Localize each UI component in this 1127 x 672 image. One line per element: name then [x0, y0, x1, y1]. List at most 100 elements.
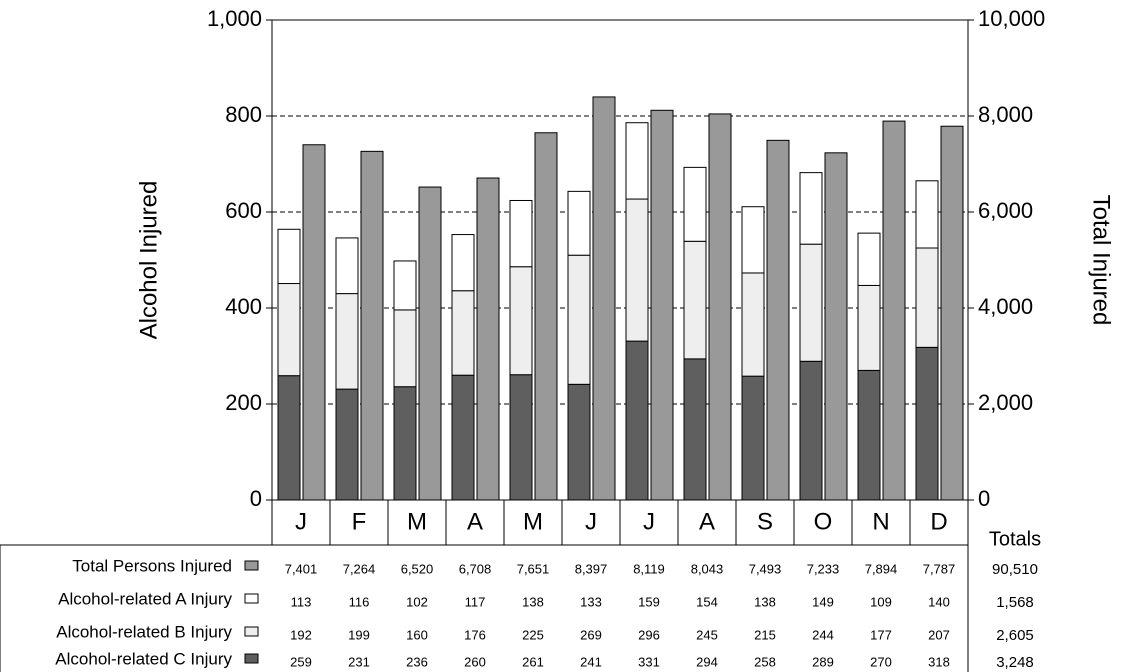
y2-tick-label: 10,000: [978, 6, 1045, 31]
table-value: 159: [638, 594, 660, 609]
bar-segment: [509, 266, 533, 376]
x-tick-label: M: [407, 508, 427, 535]
y2-tick-label: 6,000: [978, 198, 1033, 223]
legend-swatch: [244, 626, 259, 637]
y2-axis-label: Total Injured: [1088, 195, 1115, 326]
bar-segment: [857, 369, 881, 501]
table-value: 260: [464, 654, 486, 669]
legend-label: Total Persons Injured: [72, 556, 232, 575]
x-tick-label: O: [814, 508, 833, 535]
bar-segment: [393, 386, 417, 501]
table-value: 296: [638, 627, 660, 642]
x-tick-label: J: [643, 508, 655, 535]
table-value: 138: [754, 594, 776, 609]
table-value: 8,119: [633, 561, 665, 576]
x-tick-label: A: [467, 508, 483, 535]
bar-segment: [335, 237, 359, 295]
table-value: 149: [812, 594, 834, 609]
table-value: 8,043: [691, 561, 724, 576]
bar-segment: [625, 198, 649, 342]
bar-segment: [451, 234, 475, 292]
table-value: 113: [291, 594, 312, 609]
bar: [708, 113, 732, 501]
y-tick-label: 0: [250, 486, 262, 511]
table-value: 244: [812, 627, 834, 642]
bar-segment: [509, 374, 533, 501]
x-tick-label: A: [699, 508, 715, 535]
table-value: 7,651: [517, 561, 550, 576]
table-value: 6,708: [459, 561, 492, 576]
x-tick-label: S: [757, 508, 773, 535]
table-value: 7,894: [865, 561, 898, 576]
bar: [534, 132, 558, 501]
table-value: 109: [870, 594, 892, 609]
bar-segment: [567, 383, 591, 501]
bar-segment: [625, 122, 649, 200]
x-tick-label: N: [872, 508, 889, 535]
table-value: 116: [349, 594, 370, 609]
bar: [824, 152, 848, 501]
bar: [302, 144, 326, 501]
table-value: 245: [696, 627, 718, 642]
table-total: 1,568: [996, 594, 1034, 611]
table-value: 199: [348, 627, 370, 642]
table-value: 215: [754, 627, 776, 642]
table-value: 160: [406, 627, 428, 642]
bar-segment: [277, 228, 301, 285]
bar-segment: [799, 172, 823, 245]
bar-segment: [277, 283, 301, 377]
table-value: 236: [406, 654, 428, 669]
table-value: 7,233: [807, 561, 840, 576]
bar-segment: [625, 340, 649, 501]
table-value: 133: [580, 594, 602, 609]
legend-swatch: [244, 653, 259, 664]
table-total: 90,510: [992, 561, 1038, 578]
y2-tick-label: 8,000: [978, 102, 1033, 127]
bar-segment: [741, 206, 765, 274]
table-value: 8,397: [575, 561, 608, 576]
bar-segment: [741, 375, 765, 501]
x-tick-label: M: [523, 508, 543, 535]
bar: [766, 139, 790, 501]
table-value: 6,520: [401, 561, 434, 576]
table-value: 259: [290, 654, 312, 669]
bar-segment: [857, 232, 881, 286]
x-tick-label: J: [295, 508, 307, 535]
x-tick-label: J: [585, 508, 597, 535]
table-value: 258: [754, 654, 776, 669]
y-tick-label: 200: [225, 390, 262, 415]
bar: [940, 125, 964, 501]
bar-segment: [799, 360, 823, 501]
table-value: 225: [522, 627, 544, 642]
table-total: 2,605: [996, 627, 1034, 644]
bar: [882, 120, 906, 501]
bar-segment: [509, 199, 533, 268]
table-value: 7,401: [285, 561, 318, 576]
x-tick-label: F: [352, 508, 367, 535]
bar: [360, 150, 384, 501]
bar-segment: [393, 260, 417, 311]
table-value: 7,787: [923, 561, 956, 576]
bar-segment: [567, 190, 591, 256]
table-value: 269: [580, 627, 602, 642]
bar-segment: [683, 166, 707, 242]
table-value: 7,493: [749, 561, 782, 576]
bar-segment: [567, 254, 591, 385]
bar-segment: [335, 293, 359, 390]
bar-segment: [393, 309, 417, 388]
bar: [418, 186, 442, 501]
totals-header: Totals: [989, 528, 1041, 550]
y2-tick-label: 4,000: [978, 294, 1033, 319]
bar: [592, 96, 616, 501]
x-tick-label: D: [930, 508, 947, 535]
legend-swatch: [244, 593, 259, 604]
bar-segment: [335, 388, 359, 501]
bar-segment: [915, 247, 939, 348]
table-value: 140: [928, 594, 950, 609]
bar: [476, 177, 500, 501]
table-value: 270: [870, 654, 892, 669]
y-tick-label: 800: [225, 102, 262, 127]
bar-segment: [683, 358, 707, 501]
table-value: 102: [406, 594, 428, 609]
